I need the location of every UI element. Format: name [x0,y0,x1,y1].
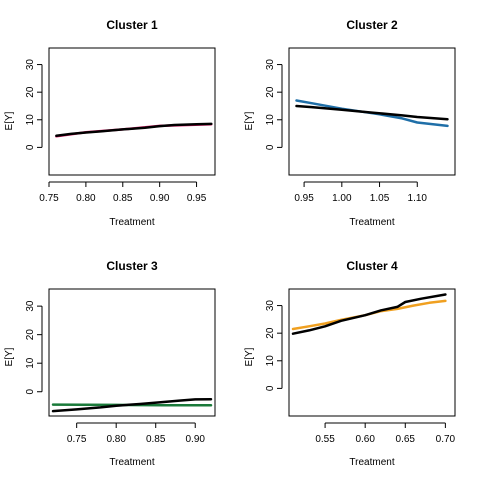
plot-frame [288,288,456,417]
series-line-1 [55,122,213,138]
series-line-2 [55,122,213,138]
panel-cluster-1: Cluster 1 Treatment E[Y] [4,18,158,228]
x-tick-label: 0.65 [396,434,416,445]
y-tick-label: 20 [265,86,276,98]
chart-title: Cluster 3 [106,259,158,273]
y-tick-label: 10 [25,114,36,126]
chart-title: Cluster 1 [106,18,158,32]
x-tick-label: 0.55 [315,434,335,445]
chart-marks: 0.75 0.80 0.85 0.90 0.95 0 10 20 30 0.95 1.00 1.05 1… [25,47,456,445]
y-tick-label: 10 [265,114,276,126]
y-tick-label: 10 [25,357,36,369]
y-tick-label: 20 [265,327,276,339]
x-tick-label: 0.90 [186,434,206,445]
series-line-2 [51,397,213,413]
y-tick-label: 0 [265,144,276,150]
y-tick-label: 10 [265,355,276,367]
x-tick-label: 0.80 [106,434,126,445]
panel-cluster-3: Cluster 3 Treatment E[Y] [4,259,158,468]
series-line-2 [291,293,447,335]
x-tick-label: 0.85 [113,193,133,204]
x-tick-label: 0.80 [76,193,96,204]
panel-marks-3: 0.75 0.80 0.85 0.90 0 10 20 30 [25,288,216,445]
x-axis-label: Treatment [349,457,394,468]
y-tick-label: 20 [25,329,36,341]
x-tick-label: 0.95 [187,193,207,204]
x-tick-label: 0.75 [39,193,59,204]
x-tick-label: 1.00 [332,193,352,204]
chart-title: Cluster 2 [346,18,398,32]
plot-frame [288,47,456,176]
panel-cluster-2: Cluster 2 Treatment E[Y] [244,18,398,228]
y-tick-label: 20 [25,86,36,98]
panel-marks-1: 0.75 0.80 0.85 0.90 0.95 0 10 20 30 [25,47,216,204]
plot-frame [48,47,216,176]
y-tick-label: 0 [25,144,36,150]
x-tick-label: 0.90 [150,193,170,204]
panel-cluster-4: Cluster 4 Treatment E[Y] [244,259,398,468]
y-tick-label: 30 [25,300,36,312]
y-tick-label: 0 [265,385,276,391]
y-axis-label: E[Y] [244,347,255,366]
x-tick-label: 0.60 [355,434,375,445]
panel-marks-4: 0.55 0.60 0.65 0.70 0 10 20 30 [265,288,456,445]
x-tick-label: 0.70 [436,434,456,445]
panel-marks-2: 0.95 1.00 1.05 1.10 0 10 20 30 [265,47,456,204]
series-line-2 [295,104,449,121]
plot-frame [48,288,216,417]
y-tick-label: 30 [265,59,276,71]
y-axis-label: E[Y] [4,111,15,130]
x-tick-label: 1.05 [370,193,390,204]
y-tick-label: 0 [25,389,36,395]
y-axis-label: E[Y] [244,111,255,130]
x-axis-label: Treatment [109,457,154,468]
x-tick-label: 0.85 [146,434,166,445]
y-tick-label: 30 [265,300,276,312]
y-tick-label: 30 [25,59,36,71]
x-axis-label: Treatment [349,217,394,228]
chart-title: Cluster 4 [346,259,398,273]
x-tick-label: 0.75 [67,434,87,445]
x-tick-label: 0.95 [294,193,314,204]
x-axis-label: Treatment [109,217,154,228]
y-axis-label: E[Y] [4,347,15,366]
x-tick-label: 1.10 [408,193,428,204]
